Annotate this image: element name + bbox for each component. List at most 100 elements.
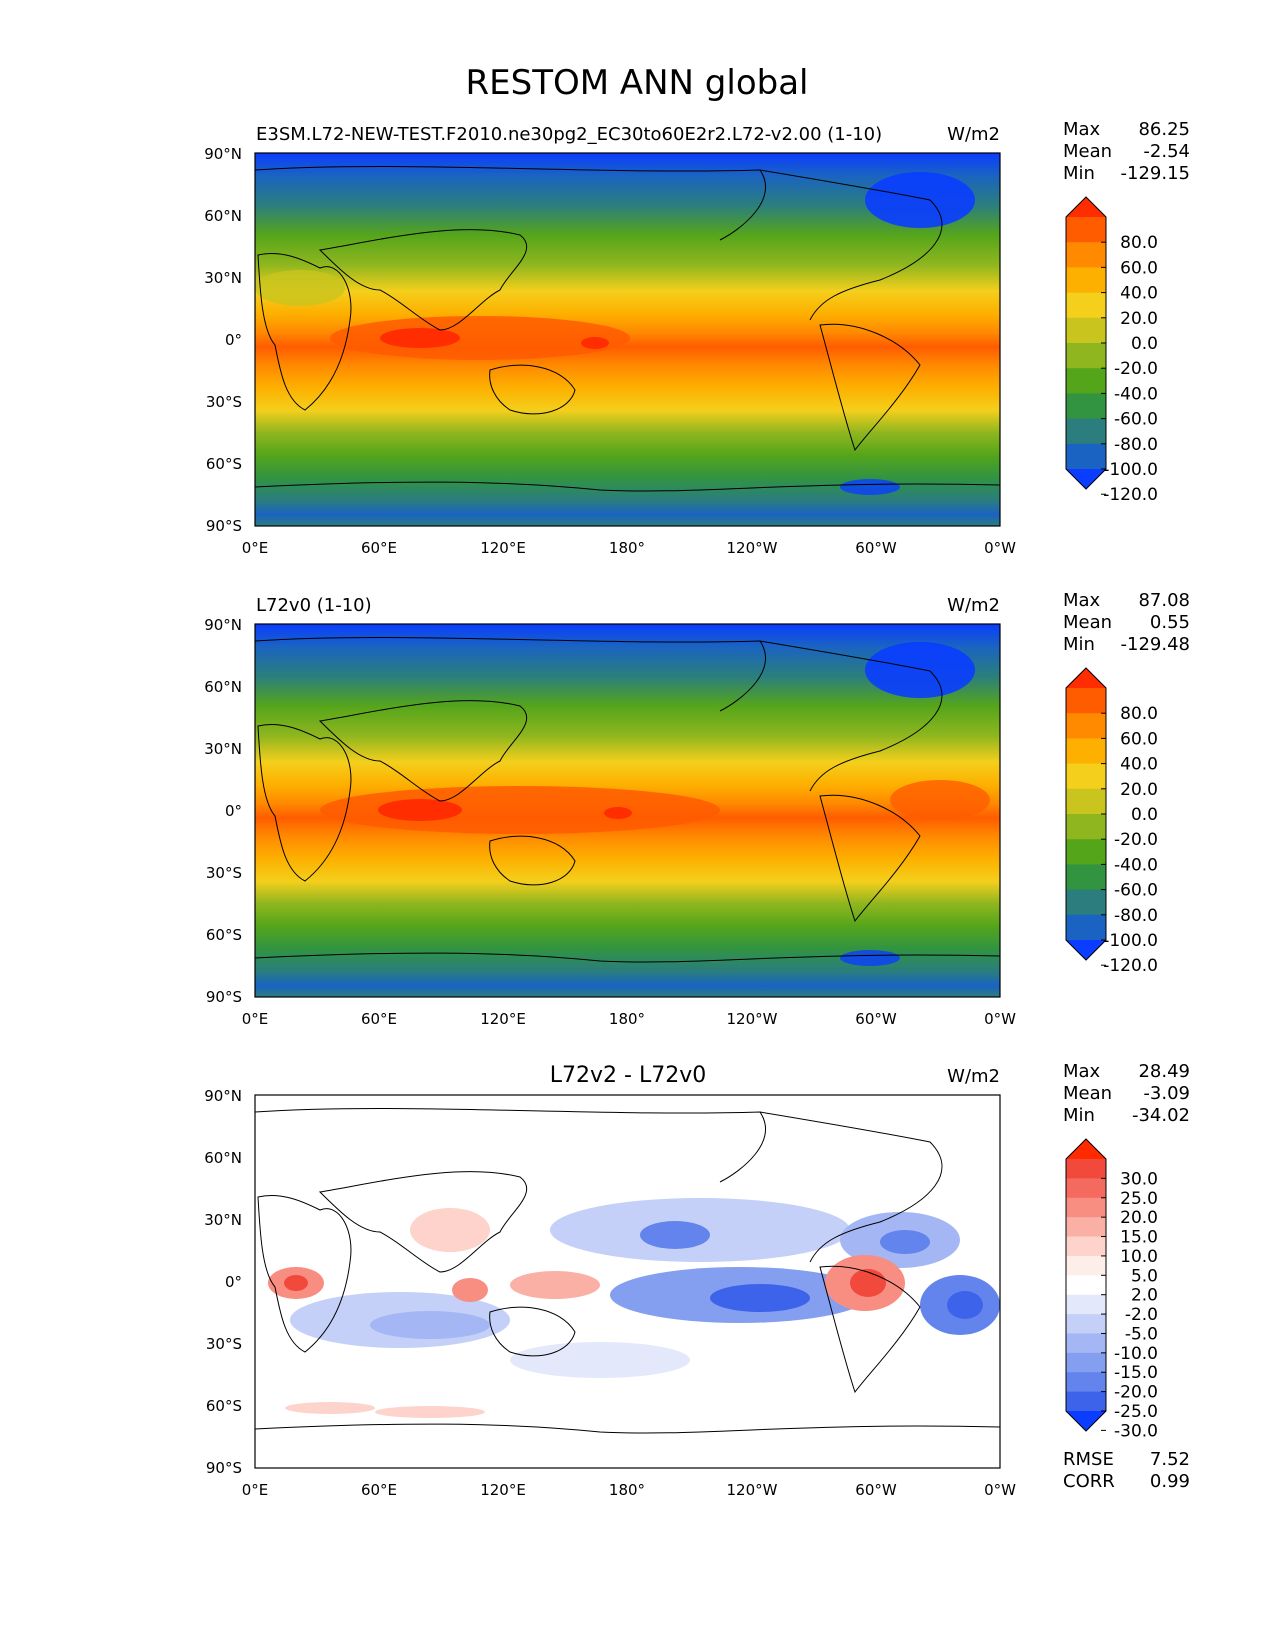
colorbar-segment: [1066, 443, 1106, 470]
panel-3-ytick-label: 90°N: [204, 1087, 242, 1105]
panel-1-warm-pool-blob: [330, 316, 630, 360]
panel-3-xticks: 0°E 60°E 120°E 180° 120°W 60°W 0°W: [242, 1481, 1016, 1499]
panel-3-negative-anomalies: [290, 1198, 1000, 1378]
stat-value-max: 28.49: [1138, 1061, 1190, 1082]
anomaly-blob: [284, 1275, 308, 1291]
panel-1-xtick-label: 60°W: [855, 539, 897, 557]
stat-label-max: Max: [1063, 590, 1101, 611]
panel-1-ytick-label: 30°N: [204, 269, 242, 287]
panel-2-ytick-label: 60°S: [206, 926, 242, 944]
panel-1-xtick-label: 180°: [609, 539, 645, 557]
panel-2-xtick-label: 120°E: [480, 1010, 526, 1028]
stat-value-min: -129.48: [1121, 634, 1190, 655]
stat-label-min: Min: [1063, 163, 1095, 184]
panel-3-xtick-label: 120°W: [727, 1481, 778, 1499]
colorbar-tick-label: -120.0: [1103, 956, 1158, 976]
colorbar-extension-bottom: [1066, 1411, 1106, 1431]
anomaly-blob: [640, 1221, 710, 1249]
colorbar-segment: [1066, 738, 1106, 765]
colorbar-tick-label: 40.0: [1120, 755, 1158, 775]
colorbar-segment: [1066, 1275, 1106, 1296]
anomaly-blob: [710, 1284, 810, 1312]
panel-2-stats: Max 87.08 Mean 0.55 Min -129.48: [1063, 590, 1190, 655]
colorbar-segment: [1066, 1352, 1106, 1373]
panel-3-stats: Max 28.49 Mean -3.09 Min -34.02 RMSE 7.5…: [1063, 1061, 1190, 1492]
panel-1-warm-pool-core: [380, 328, 460, 348]
colorbar-extension-top: [1066, 197, 1106, 217]
panel-2-xtick-label: 0°E: [242, 1010, 269, 1028]
colorbar-segment: [1066, 814, 1106, 840]
colorbar-segment: [1066, 1197, 1106, 1218]
colorbar-segment: [1066, 418, 1106, 445]
colorbar-extension-bottom: [1066, 469, 1106, 489]
panel-2-xtick-label: 60°W: [855, 1010, 897, 1028]
anomaly-blob: [510, 1342, 690, 1378]
panel-2-antarctic-blob: [840, 950, 900, 966]
panel-3-xtick-label: 60°E: [361, 1481, 397, 1499]
panel-1-axes-frame: [254, 152, 1001, 527]
panel-2-units: W/m2: [947, 595, 1000, 616]
colorbar-segment: [1066, 1294, 1106, 1315]
colorbar-segment: [1066, 889, 1106, 916]
stat-value-mean: -2.54: [1143, 141, 1190, 162]
stat-label-mean: Mean: [1063, 1083, 1112, 1104]
panel-1-ytick-label: 90°S: [206, 517, 242, 535]
colorbar-tick-label: -80.0: [1114, 906, 1158, 926]
panel-3-xtick-label: 0°W: [984, 1481, 1016, 1499]
stat-label-rmse: RMSE: [1063, 1449, 1114, 1470]
panel-3: L72v2 - L72v0 W/m2 90°N 60°N 30°N 0° 30°…: [204, 1061, 1190, 1499]
anomaly-blob: [285, 1402, 375, 1414]
colorbar-segment: [1066, 1217, 1106, 1238]
panel-2-ytick-label: 90°S: [206, 988, 242, 1006]
panel-1-ytick-label: 60°S: [206, 455, 242, 473]
anomaly-blob: [510, 1271, 600, 1299]
stat-label-corr: CORR: [1063, 1471, 1115, 1492]
panel-2-colorbar: 80.0 60.0 40.0 20.0 0.0 -20.0 -40.0 -60.0 -80.0 -…: [1065, 667, 1158, 976]
anomaly-blob: [880, 1230, 930, 1254]
panel-1-units: W/m2: [947, 124, 1000, 145]
stat-value-mean: 0.55: [1150, 612, 1190, 633]
colorbar-tick-label: 0.0: [1131, 334, 1158, 354]
panel-2-axes-frame: [254, 623, 1001, 998]
colorbar-segment: [1066, 317, 1106, 344]
panel-1-coastlines: [255, 165, 1000, 492]
panel-1-xtick-label: 120°E: [480, 539, 526, 557]
panel-3-ytick-label: 30°S: [206, 1335, 242, 1353]
anomaly-blob: [375, 1406, 485, 1418]
panel-2-warm-pool-blob: [320, 786, 720, 834]
panel-2-xtick-label: 120°W: [727, 1010, 778, 1028]
panel-1-xtick-label: 60°E: [361, 539, 397, 557]
panel-3-positive-anomalies: [268, 1208, 905, 1418]
colorbar-segment: [1066, 267, 1106, 294]
panel-2-yticks: 90°N 60°N 30°N 0° 30°S 60°S 90°S: [204, 616, 242, 1006]
panel-2-warm-pool-core: [378, 799, 462, 821]
stat-label-max: Max: [1063, 119, 1101, 140]
colorbar-segment: [1066, 368, 1106, 394]
colorbar-segment: [1066, 788, 1106, 815]
colorbar-tick-label: -2.0: [1125, 1305, 1158, 1325]
colorbar-tick-label: -20.0: [1114, 359, 1158, 379]
anomaly-blob: [452, 1278, 488, 1302]
panel-3-yticks: 90°N 60°N 30°N 0° 30°S 60°S 90°S: [204, 1087, 242, 1477]
panel-1-pacific-core: [581, 337, 609, 349]
colorbar-tick-label: -60.0: [1114, 881, 1158, 901]
panel-2-ytick-label: 0°: [225, 802, 242, 820]
colorbar-tick-label: -20.0: [1114, 1383, 1158, 1403]
panel-3-axes-frame: [254, 1094, 1001, 1469]
panel-1-ytick-label: 30°S: [206, 393, 242, 411]
panel-2-xtick-label: 180°: [609, 1010, 645, 1028]
colorbar-tick-label: 0.0: [1131, 805, 1158, 825]
colorbar-tick-label: 60.0: [1120, 258, 1158, 278]
panel-3-ytick-label: 60°S: [206, 1397, 242, 1415]
stat-label-min: Min: [1063, 1105, 1095, 1126]
panel-2-title: L72v0 (1-10): [256, 595, 372, 616]
panel-3-xtick-label: 180°: [609, 1481, 645, 1499]
colorbar-segment: [1066, 1159, 1106, 1179]
colorbar-extension-top: [1066, 1139, 1106, 1159]
panel-2-atlantic-blob: [890, 780, 990, 820]
colorbar-tick-label: 80.0: [1120, 704, 1158, 724]
colorbar-tick-label: 20.0: [1120, 780, 1158, 800]
panel-1-xticks: 0°E 60°E 120°E 180° 120°W 60°W 0°W: [242, 539, 1016, 557]
colorbar-segment: [1066, 763, 1106, 790]
colorbar-tick-label: -25.0: [1114, 1402, 1158, 1422]
